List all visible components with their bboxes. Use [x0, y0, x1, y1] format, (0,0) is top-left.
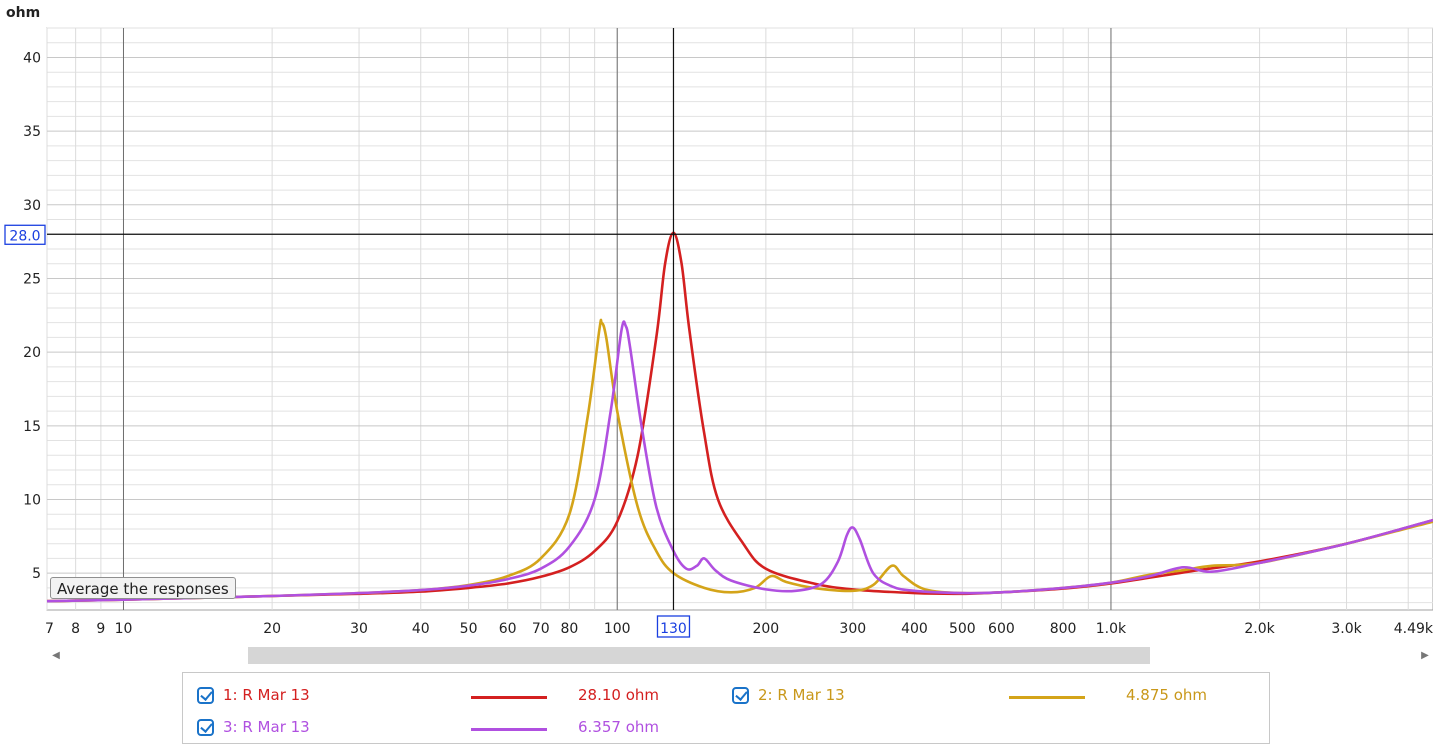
scroll-thumb[interactable] — [248, 647, 1150, 664]
x-tick-label: 200 — [752, 621, 779, 637]
x-tick-label: 40 — [412, 621, 430, 637]
y-tick-labels: 5 10 15 20 25 30 35 40 — [23, 50, 41, 582]
x-tick-label: 1.0k — [1096, 621, 1127, 637]
major-grid — [47, 28, 1433, 610]
x-tick-label: 50 — [460, 621, 478, 637]
minor-grid — [46, 27, 1433, 610]
series-1-label: 1: R Mar 13 — [223, 686, 310, 704]
x-tick-label: 70 — [532, 621, 550, 637]
scroll-right-arrow-icon[interactable]: ▶ — [1421, 649, 1429, 661]
x-tick-label: 500 — [949, 621, 976, 637]
y-tick-label: 15 — [23, 419, 41, 435]
x-tick-label: 2.0k — [1244, 621, 1275, 637]
x-tick-label: 300 — [839, 621, 866, 637]
series-3-value: 6.357 ohm — [578, 718, 660, 736]
horizontal-scrollbar[interactable]: ◀ ▶ — [48, 646, 1433, 665]
x-tick-labels: 7 8 9 10 20 30 40 50 60 70 80 100 200 300 400 500 600 800… — [45, 621, 1433, 637]
cursor: 28.0 130 — [4, 28, 1433, 638]
plot-area[interactable] — [46, 27, 1433, 611]
series-lines — [46, 231, 1433, 603]
y-axis-label: ohm — [6, 5, 40, 21]
cursor-y-box — [4, 224, 46, 245]
x-tick-label: 20 — [263, 621, 281, 637]
average-responses-tooltip: Average the responses — [50, 577, 236, 599]
y-tick-label: 5 — [32, 566, 41, 582]
series-2-swatch — [1009, 696, 1085, 699]
x-tick-label: 10 — [115, 621, 133, 637]
series-3-checkbox[interactable] — [197, 719, 214, 736]
x-tick-label: 9 — [96, 621, 105, 637]
cursor-y-value: 28.0 — [9, 228, 40, 244]
x-tick-label: 600 — [988, 621, 1015, 637]
series-2-checkbox[interactable] — [732, 687, 749, 704]
x-tick-label: 30 — [350, 621, 368, 637]
x-tick-label: 800 — [1050, 621, 1077, 637]
x-tick-label: 60 — [499, 621, 517, 637]
series-1-swatch — [471, 696, 547, 699]
x-tick-label: 400 — [901, 621, 928, 637]
cursor-x-value: 130 — [660, 621, 687, 637]
x-tick-label: 80 — [560, 621, 578, 637]
y-tick-label: 40 — [23, 50, 41, 66]
y-tick-label: 35 — [23, 124, 41, 140]
x-tick-label: 4.49k — [1394, 621, 1433, 637]
series-1-value: 28.10 ohm — [578, 686, 660, 704]
series-1-checkbox[interactable] — [197, 687, 214, 704]
y-tick-label: 25 — [23, 271, 41, 287]
y-tick-label: 20 — [23, 345, 41, 361]
series-2-label: 2: R Mar 13 — [758, 686, 845, 704]
y-tick-label: 30 — [23, 198, 41, 214]
x-tick-label: 7 — [45, 621, 54, 637]
y-tick-label: 10 — [23, 492, 41, 508]
series-2-value: 4.875 ohm — [1126, 686, 1208, 704]
x-tick-label: 8 — [71, 621, 80, 637]
legend-panel: 1: R Mar 13 28.10 ohm 2: R Mar 13 4.875 … — [182, 672, 1270, 744]
series-3-swatch — [471, 728, 547, 731]
cursor-x-box — [656, 615, 691, 638]
series-3-label: 3: R Mar 13 — [223, 718, 310, 736]
x-tick-label: 100 — [604, 621, 631, 637]
series-line-3 — [46, 320, 1433, 603]
x-tick-label: 3.0k — [1331, 621, 1362, 637]
scroll-left-arrow-icon[interactable]: ◀ — [52, 649, 60, 661]
impedance-chart[interactable]: ohm 5 10 15 20 25 30 35 40 7 8 9 10 20 30 40 50 60 70 80 1… — [0, 0, 1433, 640]
